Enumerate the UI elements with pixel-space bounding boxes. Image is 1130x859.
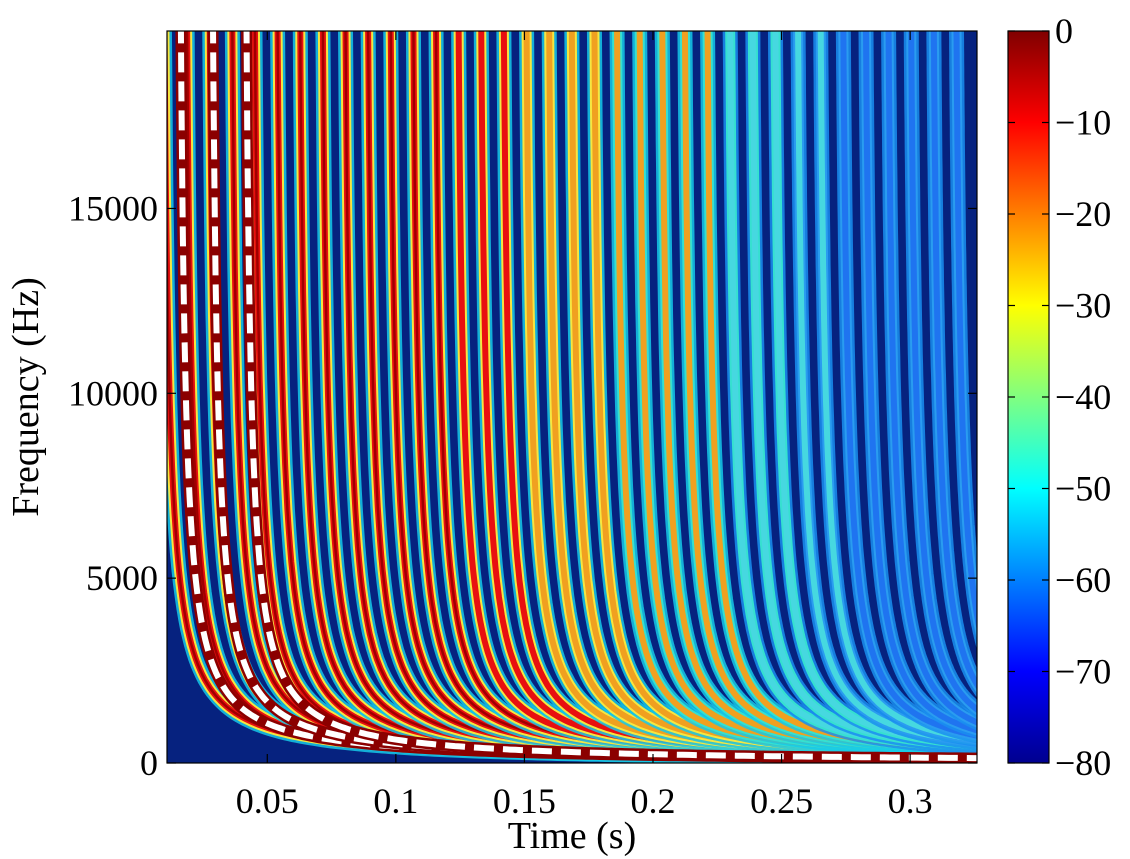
colorbar-ticks: 0 −10 −20 −30 −40 −50 −60 −70 −80 [1008, 11, 1111, 783]
colorbar-tick-label: −20 [1055, 194, 1111, 234]
ridge-band [903, 31, 977, 719]
x-tick-label: 0.3 [888, 781, 933, 821]
plot-frame [166, 30, 978, 764]
x-tick-label: 0.15 [493, 781, 556, 821]
colorbar-tick-label: −70 [1055, 652, 1111, 692]
x-tick-label: 0.05 [236, 781, 299, 821]
colorbar-tick-label: −30 [1055, 286, 1111, 326]
colorbar-tick-label: −60 [1055, 560, 1111, 600]
x-tick-label: 0.1 [373, 781, 418, 821]
ridge-band [835, 31, 977, 744]
spectrogram-plot [166, 30, 978, 764]
x-axis-label: Time (s) [508, 815, 636, 857]
ridge-band [926, 31, 977, 698]
y-tick-label: 10000 [68, 373, 158, 413]
y-tick-label: 5000 [86, 558, 158, 598]
x-axis: 0.05 0.1 0.15 0.2 0.25 0.3 [236, 31, 933, 821]
x-tick-label: 0.2 [631, 781, 676, 821]
colorbar-tick-label: −40 [1055, 377, 1111, 417]
y-axis: 0 5000 10000 15000 [68, 188, 977, 783]
y-tick-label: 15000 [68, 188, 158, 228]
colorbar-tick-label: −50 [1055, 469, 1111, 509]
ridge-band [949, 31, 977, 650]
colorbar-tick-label: −10 [1055, 103, 1111, 143]
colorbar-tick-label: −80 [1055, 743, 1111, 783]
x-tick-label: 0.25 [750, 781, 813, 821]
colorbar-tick-label: 0 [1055, 11, 1073, 51]
y-tick-label: 0 [140, 743, 158, 783]
ridge-band [881, 31, 977, 731]
ridge-band [858, 31, 977, 739]
colorbar: 0 −10 −20 −30 −40 −50 −60 −70 −80 [1007, 11, 1111, 783]
y-axis-label: Frequency (Hz) [5, 277, 47, 517]
